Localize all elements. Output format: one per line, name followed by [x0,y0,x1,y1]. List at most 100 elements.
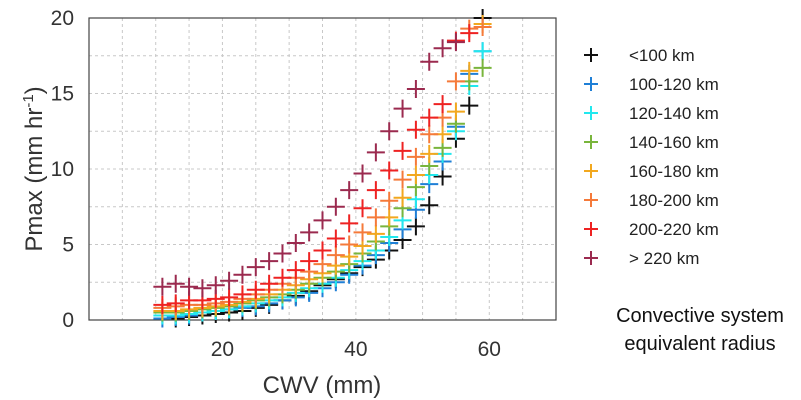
data-point [446,33,465,52]
data-point [393,188,412,207]
series-group [153,24,479,314]
data-point [420,196,439,215]
legend-label: 160-180 km [629,162,719,181]
data-point [433,39,452,58]
y-tick-label: 10 [51,158,74,181]
legend-marker [584,164,598,178]
data-point [233,265,252,284]
legend-marker [584,48,598,62]
data-point [420,144,439,163]
data-point [420,108,439,127]
data-point [326,197,345,216]
data-point [380,161,399,180]
y-tick-label: 5 [62,234,74,257]
axis-ticks: 20 40 60 0 5 10 15 20 [51,7,501,361]
data-point [300,252,319,271]
legend-label: > 220 km [629,249,699,268]
data-point [153,277,172,296]
data-point [420,125,439,144]
y-axis-label-close: ) [21,86,48,94]
y-tick-label: 15 [51,83,74,106]
data-point [353,164,372,183]
data-point [246,280,265,299]
data-point [206,276,225,295]
data-point [406,217,425,236]
data-point [313,211,332,230]
legend-marker [584,193,598,207]
y-tick-label: 20 [51,7,74,30]
data-point [273,268,292,287]
plot-frame [88,17,557,321]
legend-label: 100-120 km [629,75,719,94]
legend-marker [584,251,598,265]
grid-lines [89,18,556,320]
data-point [286,261,305,280]
caption-line-1: Convective system [616,305,784,327]
y-axis-label: Pmax (mm hr-1) [20,86,48,251]
data-point [353,223,372,242]
y-axis-label-main: Pmax (mm hr [21,108,48,252]
legend-label: 120-140 km [629,104,719,123]
data-point [433,95,452,114]
legend-label: <100 km [629,46,695,65]
data-point [220,271,239,290]
x-axis-label: CWV (mm) [263,372,382,399]
data-point [380,122,399,141]
data-point [406,79,425,98]
data-point [286,233,305,252]
data-point [460,24,479,43]
y-tick-label: 0 [62,309,74,332]
data-marks [153,9,492,328]
data-point [393,141,412,160]
data-point [366,208,385,227]
data-point [460,96,479,115]
data-point [460,61,479,80]
data-point [406,120,425,139]
legend-marker [584,222,598,236]
data-point [406,147,425,166]
data-point [340,235,359,254]
data-point [326,246,345,265]
data-point [340,214,359,233]
data-point [233,285,252,304]
data-point [473,42,492,61]
data-point [446,102,465,121]
x-tick-label: 20 [211,338,234,361]
data-point [380,191,399,210]
data-point [193,279,212,298]
data-point [366,224,385,243]
data-point [393,99,412,118]
legend-label: 140-160 km [629,133,719,152]
data-point [366,181,385,200]
data-point [220,288,239,307]
data-point [326,229,345,248]
data-point [180,277,199,296]
data-point [406,166,425,185]
x-tick-label: 40 [344,338,367,361]
data-point [166,274,185,293]
data-point [246,258,265,277]
legend-marker [584,106,598,120]
data-point [473,58,492,77]
data-point [313,241,332,260]
data-point [433,167,452,186]
series-group [153,33,465,298]
data-point [300,223,319,242]
legend-label: 200-220 km [629,220,719,239]
legend: <100 km 100-120 km 120-140 km 140-160 km 160… [584,46,719,268]
data-point [273,244,292,263]
x-tick-label: 60 [478,338,501,361]
caption: Convective system equivalent radius [600,302,800,358]
caption-line-2: equivalent radius [624,333,776,355]
data-point [340,181,359,200]
data-point [260,274,279,293]
legend-marker [584,135,598,149]
data-point [420,52,439,71]
y-axis-label-superscript: -1 [20,94,37,107]
data-point [393,170,412,189]
data-point [366,143,385,162]
legend-label: 180-200 km [629,191,719,210]
data-point [260,252,279,271]
data-point [153,295,172,314]
